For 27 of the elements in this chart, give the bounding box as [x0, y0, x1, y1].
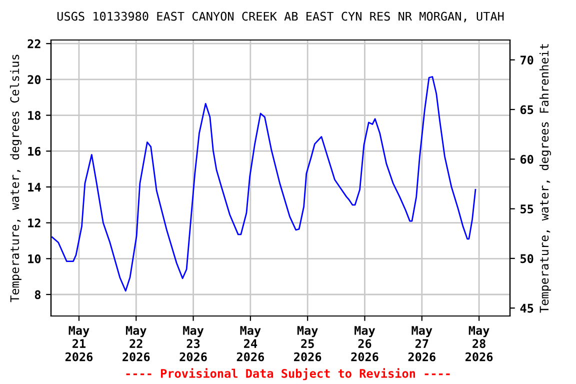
y-tick-label: 18 — [28, 110, 41, 120]
y2-tick-label: 60 — [520, 154, 534, 164]
y-tick-label: 20 — [28, 75, 41, 84]
chart-title: USGS 10133980 EAST CANYON CREEK AB EAST CYN RES NR MORGAN, UTAH — [57, 12, 504, 22]
x-tick-label: May 21 2026 — [65, 326, 93, 362]
y-tick-label: 14 — [28, 182, 41, 192]
y2-tick-label: 45 — [520, 304, 534, 313]
y2-tick-label: 65 — [520, 105, 534, 114]
x-tick-label: May 28 2026 — [465, 326, 493, 362]
text: ---- Provisional Data Subject to Revision ---- — [126, 368, 450, 380]
y2-tick-label: 55 — [520, 204, 534, 214]
x-tick-label: May 25 2026 — [294, 326, 322, 362]
x-tick-label: May 27 2026 — [408, 326, 436, 362]
x-tick-label: May 26 2026 — [351, 326, 378, 362]
line-series — [51, 76, 476, 292]
y2-tick-label: 70 — [520, 56, 534, 65]
y-tick-label: 8 — [34, 290, 41, 300]
x-tick-label: May 23 2026 — [180, 326, 207, 362]
x-tick-label: May 22 2026 — [122, 326, 150, 362]
y2-axis-title: Temperature, water, degrees Fahrenheit — [539, 44, 551, 313]
x-tick-label: May 24 2026 — [236, 326, 264, 362]
y-tick-label: 12 — [28, 218, 40, 228]
y2-tick-label: 50 — [520, 254, 534, 264]
y-tick-label: 10 — [28, 254, 41, 264]
y-tick-label: 22 — [28, 39, 40, 48]
y-tick-label: 16 — [28, 146, 41, 156]
y-axis-title: Temperature, water, degrees Celsius — [10, 54, 22, 302]
